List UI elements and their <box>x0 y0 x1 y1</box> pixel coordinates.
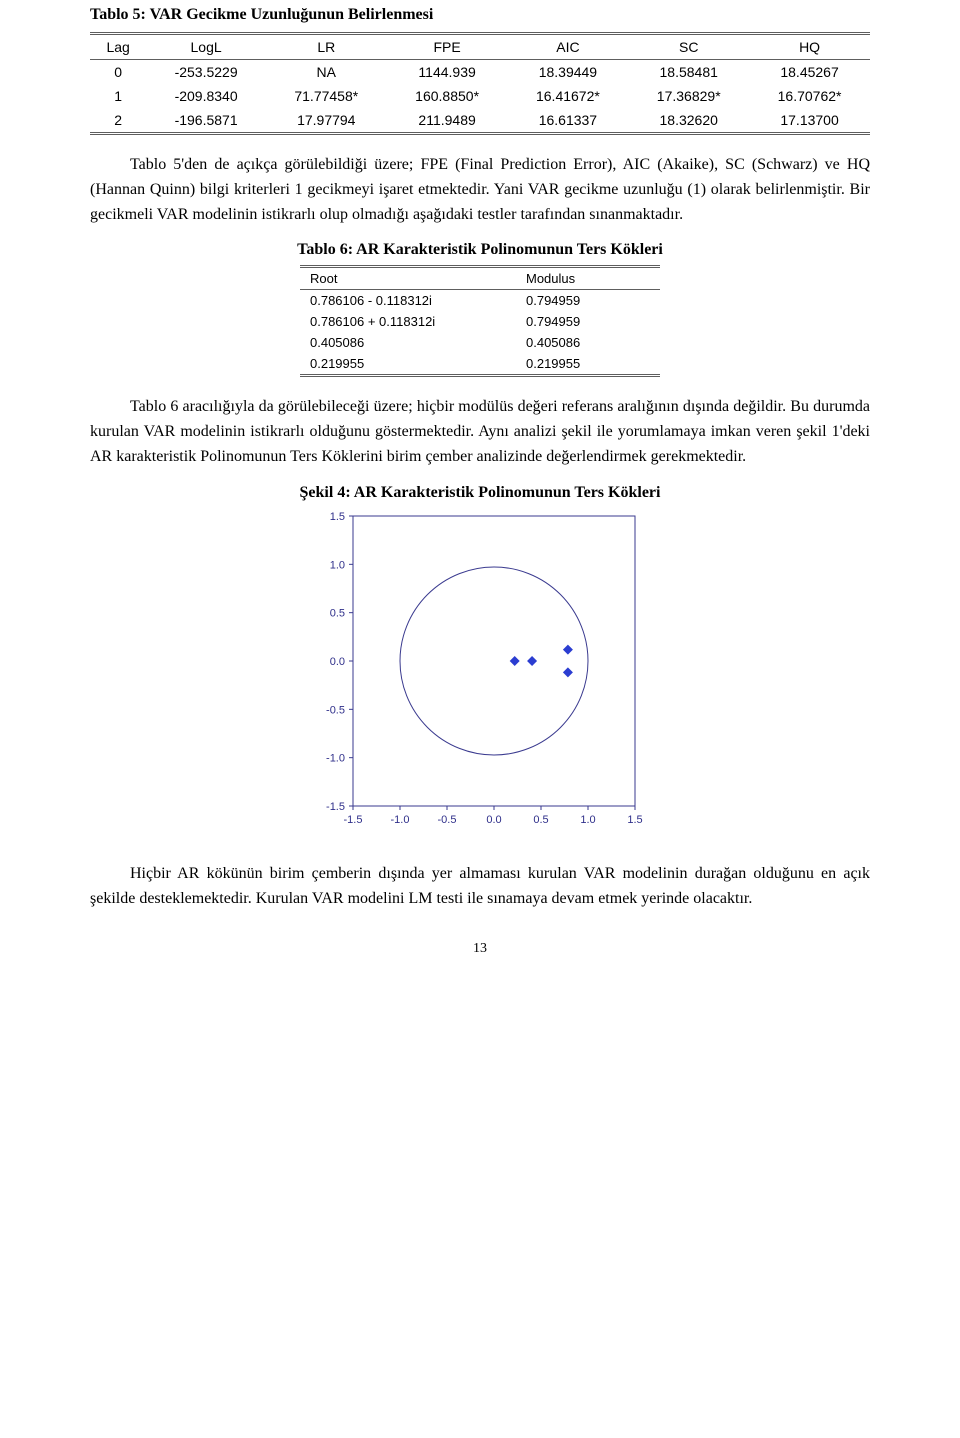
table5-col-4: AIC <box>508 34 629 60</box>
table-row: 2 -196.5871 17.97794 211.9489 16.61337 1… <box>90 108 870 134</box>
cell: 0.786106 + 0.118312i <box>300 311 516 332</box>
paragraph-2: Tablo 6 aracılığıyla da görülebileceği ü… <box>90 395 870 469</box>
cell: 1 <box>90 84 146 108</box>
svg-text:-1.5: -1.5 <box>326 801 345 813</box>
cell: NA <box>266 60 387 85</box>
cell: 0.219955 <box>300 353 516 376</box>
table-row: 0.219955 0.219955 <box>300 353 660 376</box>
table6-caption: Tablo 6: AR Karakteristik Polinomunun Te… <box>90 241 870 259</box>
svg-text:-0.5: -0.5 <box>326 704 345 716</box>
table5-caption: Tablo 5: VAR Gecikme Uzunluğunun Belirle… <box>90 6 870 24</box>
cell: 18.58481 <box>628 60 749 85</box>
cell: 18.39449 <box>508 60 629 85</box>
table6: Root Modulus 0.786106 - 0.118312i 0.7949… <box>300 265 660 377</box>
table5-col-6: HQ <box>749 34 870 60</box>
svg-text:1.5: 1.5 <box>330 511 345 523</box>
svg-text:-1.0: -1.0 <box>391 814 410 826</box>
cell: 17.36829* <box>628 84 749 108</box>
cell: 211.9489 <box>387 108 508 134</box>
cell: 17.13700 <box>749 108 870 134</box>
svg-text:0.0: 0.0 <box>486 814 501 826</box>
cell: 2 <box>90 108 146 134</box>
table5: Lag LogL LR FPE AIC SC HQ 0 -253.5229 NA… <box>90 32 870 135</box>
cell: 16.70762* <box>749 84 870 108</box>
cell: 18.32620 <box>628 108 749 134</box>
paragraph-1: Tablo 5'den de açıkça görülebildiği üzer… <box>90 153 870 227</box>
cell: 16.41672* <box>508 84 629 108</box>
cell: 0.786106 - 0.118312i <box>300 290 516 312</box>
cell: 71.77458* <box>266 84 387 108</box>
table5-col-2: LR <box>266 34 387 60</box>
table-row: 0 -253.5229 NA 1144.939 18.39449 18.5848… <box>90 60 870 85</box>
table-row: 0.405086 0.405086 <box>300 332 660 353</box>
cell: 0 <box>90 60 146 85</box>
cell: 0.794959 <box>516 311 660 332</box>
svg-text:-1.5: -1.5 <box>344 814 363 826</box>
cell: 0.794959 <box>516 290 660 312</box>
paragraph-3: Hiçbir AR kökünün birim çemberin dışında… <box>90 862 870 912</box>
svg-text:-1.0: -1.0 <box>326 752 345 764</box>
table6-header-row: Root Modulus <box>300 267 660 290</box>
cell: 0.405086 <box>300 332 516 353</box>
figure4-caption: Şekil 4: AR Karakteristik Polinomunun Te… <box>90 484 870 502</box>
svg-text:1.5: 1.5 <box>627 814 642 826</box>
table-row: 0.786106 + 0.118312i 0.794959 <box>300 311 660 332</box>
cell: 160.8850* <box>387 84 508 108</box>
svg-text:-0.5: -0.5 <box>438 814 457 826</box>
table5-col-0: Lag <box>90 34 146 60</box>
cell: -253.5229 <box>146 60 266 85</box>
svg-text:1.0: 1.0 <box>330 559 345 571</box>
svg-text:0.5: 0.5 <box>533 814 548 826</box>
page-number: 13 <box>90 941 870 957</box>
table5-col-1: LogL <box>146 34 266 60</box>
svg-text:0.5: 0.5 <box>330 607 345 619</box>
table5-col-3: FPE <box>387 34 508 60</box>
svg-text:1.0: 1.0 <box>580 814 595 826</box>
table5-header-row: Lag LogL LR FPE AIC SC HQ <box>90 34 870 60</box>
cell: 0.219955 <box>516 353 660 376</box>
unit-circle-svg: -1.5-1.5 -1.0 -1.0 -0.5 -0.5 0.0 0.0 0.5 0.5 1.0 1… <box>315 506 645 836</box>
cell: 0.405086 <box>516 332 660 353</box>
cell: 16.61337 <box>508 108 629 134</box>
table-row: 1 -209.8340 71.77458* 160.8850* 16.41672… <box>90 84 870 108</box>
cell: 17.97794 <box>266 108 387 134</box>
cell: 18.45267 <box>749 60 870 85</box>
figure4-unit-circle-chart: -1.5-1.5 -1.0 -1.0 -0.5 -0.5 0.0 0.0 0.5 0.5 1.0 1… <box>315 506 645 836</box>
table6-col-0: Root <box>300 267 516 290</box>
table-row: 0.786106 - 0.118312i 0.794959 <box>300 290 660 312</box>
table5-col-5: SC <box>628 34 749 60</box>
cell: 1144.939 <box>387 60 508 85</box>
table6-col-1: Modulus <box>516 267 660 290</box>
svg-text:0.0: 0.0 <box>330 656 345 668</box>
cell: -209.8340 <box>146 84 266 108</box>
cell: -196.5871 <box>146 108 266 134</box>
